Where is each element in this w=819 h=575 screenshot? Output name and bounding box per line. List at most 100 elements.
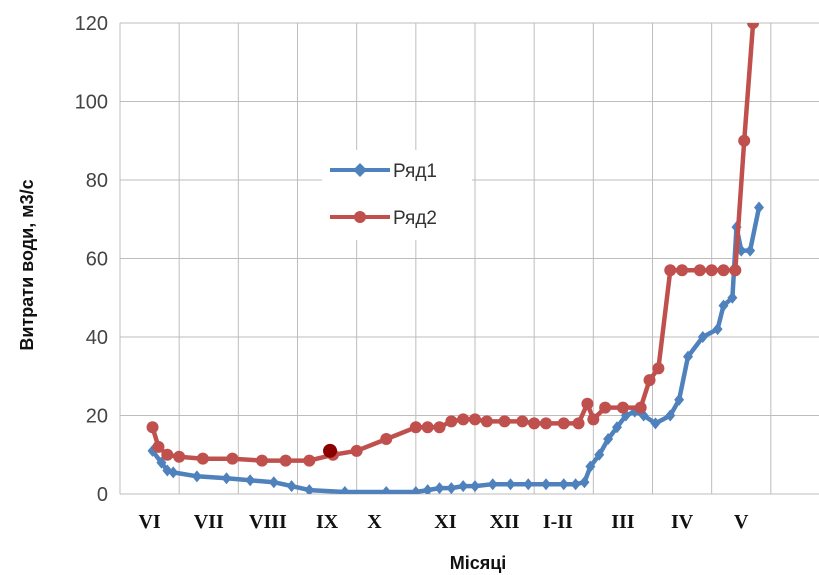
data-point [458,480,469,493]
data-point [381,486,392,494]
data-point [528,417,541,430]
data-point [409,421,422,434]
x-tick-label: V [734,511,749,533]
data-point [146,421,159,434]
highlighted-point [323,443,338,458]
data-point [410,486,421,494]
data-point [434,482,445,494]
data-point [718,299,729,312]
x-tick-label: IX [316,511,339,533]
data-point [581,397,594,410]
annotations [323,443,338,458]
data-point [196,452,209,465]
data-point [570,478,581,491]
data-point [665,409,676,422]
y-tick-label: 20 [86,406,108,428]
x-tick-label: XII [490,511,520,533]
y-tick-label: 60 [86,249,108,271]
data-point [498,415,511,428]
data-point [558,478,569,491]
x-tick-label: X [367,511,382,533]
data-point [652,362,665,375]
data-point [469,413,481,426]
x-tick-label: XI [434,511,456,533]
data-point [480,415,493,428]
data-point [541,478,551,491]
series-Ряд1 [147,201,764,494]
data-point [572,417,585,430]
x-tick-label: VI [138,511,160,533]
data-point [712,323,723,336]
data-point [599,401,612,414]
data-point [693,264,706,277]
y-tick-label: 120 [75,13,108,35]
data-point [191,470,202,483]
data-point [738,134,751,147]
data-point [729,264,742,277]
data-point [616,401,629,414]
legend-label-ряд2: Ряд2 [393,208,437,229]
data-point [422,484,433,494]
data-point [516,415,529,428]
data-point [304,484,315,494]
data-point [683,350,693,363]
data-point [226,452,239,465]
data-point [579,476,590,489]
data-point [717,264,730,277]
data-point [286,480,297,493]
data-point [594,448,605,461]
x-tick-label: III [611,511,635,533]
legend-background [322,150,472,240]
data-point [256,454,268,467]
y-tick-label: 100 [75,92,108,114]
data-point [339,486,350,494]
data-point [585,460,596,473]
data-point [705,264,718,277]
data-point [303,454,316,467]
y-tick-label: 80 [86,170,108,192]
data-point [505,478,516,491]
y-tick-label: 40 [86,327,108,349]
legend-marker-ряд1 [353,163,367,177]
data-point [221,472,232,485]
data-point [676,264,689,277]
data-point [152,440,165,453]
data-point [173,450,186,463]
data-point [587,413,600,426]
data-point [279,454,292,467]
data-point [664,264,677,277]
data-point [612,421,622,434]
x-tick-label: VIII [249,511,287,533]
series-line [150,205,762,494]
data-point [643,374,656,387]
data-point [380,433,393,446]
data-point [650,417,661,430]
data-point [674,393,685,406]
data-point [754,201,764,214]
data-point [727,291,738,304]
legend: Ряд1 Ряд2 [322,150,472,240]
data-point [603,433,614,446]
legend-label-ряд1: Ряд1 [393,161,437,182]
legend-marker-ряд2 [354,211,366,223]
x-axis-ticks: VI VII VIII IX X XI XII I-II III IV V [138,511,749,533]
x-axis-title: Місяці [450,553,507,573]
data-point [350,444,363,457]
data-point [457,413,470,426]
series-lines [146,23,764,494]
data-point [540,417,552,430]
data-point [747,23,760,29]
data-point [433,421,446,434]
data-point [745,244,756,257]
data-point [487,478,498,491]
data-point [446,482,457,494]
x-tick-label: IV [671,511,694,533]
data-point [445,415,458,428]
grid [119,22,819,495]
data-point [161,448,174,461]
x-tick-label: I-II [543,511,573,533]
data-point [421,421,434,434]
data-point [168,466,179,479]
data-point [697,331,708,343]
